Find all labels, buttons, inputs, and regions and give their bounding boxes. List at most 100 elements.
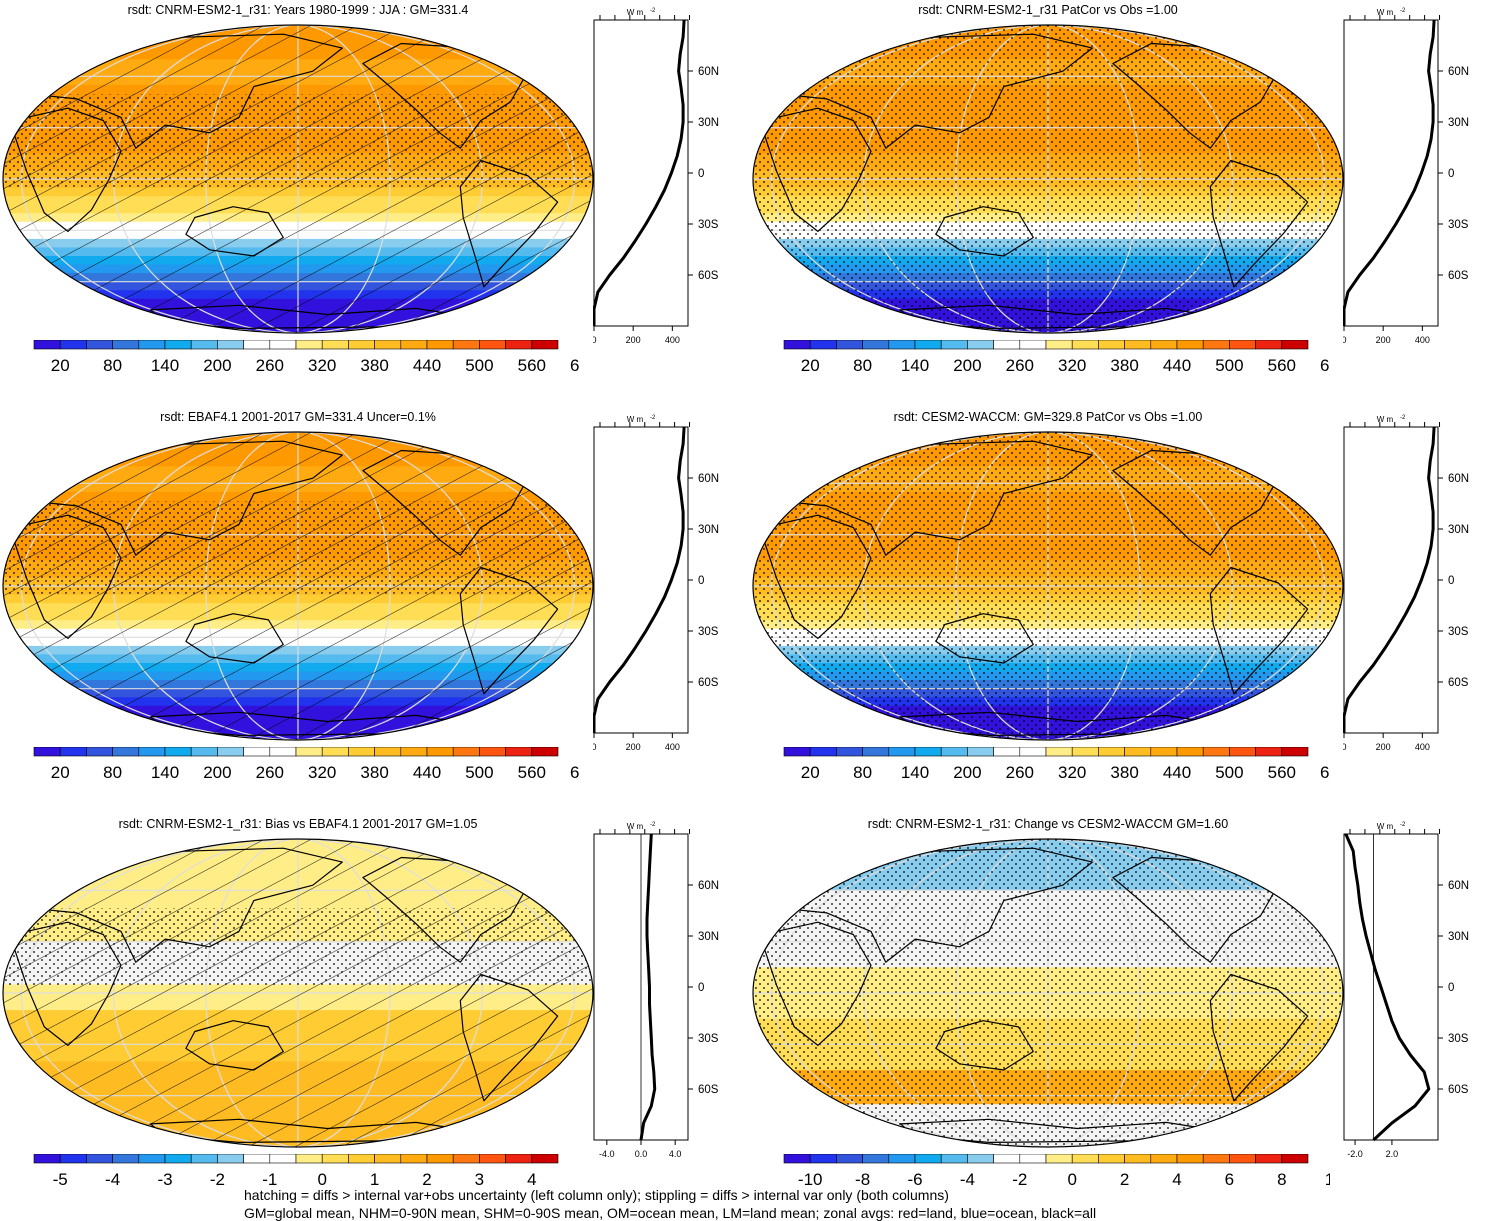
zonal-mean-plot: W m -2 60N 30N 0 30S 60S 0 200 400 <box>593 8 719 345</box>
colorbar-swatch <box>400 340 428 350</box>
colorbar-tick-label: 80 <box>103 763 122 782</box>
colorbar-swatch <box>190 340 218 350</box>
coastline <box>31 33 343 149</box>
map-plot <box>752 431 1344 741</box>
colorbar-swatch <box>993 1154 1021 1164</box>
colorbar-swatch <box>269 1154 297 1164</box>
zonal-mean-plot: W m -2 60N 30N 0 30S 60S 0 200 400 <box>593 415 719 752</box>
colorbar-swatch <box>426 747 454 757</box>
colorbar-swatch <box>505 747 533 757</box>
colorbar-swatch <box>967 1154 994 1164</box>
map-plot <box>2 24 594 334</box>
lat-tick-label: 30S <box>698 1033 719 1045</box>
colorbar-swatch <box>1045 1154 1073 1164</box>
lat-tick-label: 60S <box>698 677 719 689</box>
lat-tick-label: 60N <box>698 880 719 892</box>
colorbar-swatch <box>112 1154 140 1164</box>
colorbar-tick-label: 260 <box>256 356 284 375</box>
panel-title: rsdt: CNRM-ESM2-1_r31: Years 1980-1999 :… <box>127 3 469 17</box>
lat-tick-label: 0 <box>698 982 704 994</box>
coastline <box>781 847 1093 963</box>
zonal-x-tick-label: 200 <box>626 742 641 752</box>
colorbar: 20 80 140 200 260 320 380 440 500 560 620 <box>33 747 580 782</box>
lat-tick-label: 60S <box>698 270 719 282</box>
colorbar-tick-label: 80 <box>103 356 122 375</box>
lat-tick-label: 0 <box>1448 168 1454 180</box>
colorbar-tick-label: 500 <box>465 763 493 782</box>
zonal-x-tick-label: 200 <box>1376 335 1391 345</box>
footer-line-1: hatching = diffs > internal var+obs unce… <box>244 1187 949 1203</box>
colorbar-tick-label: 380 <box>360 763 388 782</box>
colorbar-swatch <box>914 747 942 757</box>
lat-tick-label: 60N <box>1448 66 1469 78</box>
zonal-x-tick-label: -2.0 <box>1347 1149 1363 1159</box>
colorbar-tick-label: 140 <box>151 763 179 782</box>
colorbar-swatch <box>1202 340 1230 350</box>
panel-1: rsdt: CNRM-ESM2-1_r31: Years 1980-1999 :… <box>0 0 735 400</box>
colorbar-swatch <box>1202 747 1230 757</box>
colorbar-swatch <box>1045 747 1073 757</box>
colorbar-swatch <box>190 747 218 757</box>
colorbar: 20 80 140 200 260 320 380 440 500 560 620 <box>783 747 1330 782</box>
lat-tick-label: 30N <box>1448 931 1469 943</box>
colorbar-tick-label: 380 <box>1110 763 1138 782</box>
zonal-mean-plot: W m -2 60N 30N 0 30S 60S -2.0 2.0 <box>1343 822 1469 1159</box>
colorbar-tick-label: 320 <box>1058 356 1086 375</box>
panel-2: rsdt: CNRM-ESM2-1_r31 PatCor vs Obs =1.0… <box>750 0 1485 400</box>
colorbar-swatch <box>348 1154 375 1164</box>
colorbar-swatch <box>1150 1154 1178 1164</box>
zonal-mean-plot: W m -2 60N 30N 0 30S 60S 0 200 400 <box>1343 415 1469 752</box>
zonal-units-exponent: -2 <box>650 8 656 14</box>
colorbar-swatch <box>1124 1154 1152 1164</box>
colorbar-swatch <box>914 1154 942 1164</box>
colorbar-swatch <box>836 747 863 757</box>
colorbar-swatch <box>321 340 349 350</box>
colorbar-swatch <box>505 1154 533 1164</box>
lat-tick-label: 0 <box>698 168 704 180</box>
zonal-x-tick-label: 0.0 <box>635 1149 648 1159</box>
lat-tick-label: 30N <box>698 117 719 129</box>
colorbar-tick-label: -8 <box>855 1170 870 1189</box>
colorbar-swatch <box>862 1154 890 1164</box>
colorbar-swatch <box>295 1154 323 1164</box>
colorbar-swatch <box>164 747 192 757</box>
colorbar-tick-label: 5 <box>579 1170 580 1189</box>
colorbar-swatch <box>33 340 61 350</box>
colorbar-tick-label: 20 <box>51 356 70 375</box>
panel-title: rsdt: CNRM-ESM2-1_r31: Bias vs EBAF4.1 2… <box>118 817 478 831</box>
zonal-x-tick-label: 0 <box>593 335 597 345</box>
colorbar-tick-label: 260 <box>1006 356 1034 375</box>
colorbar-swatch <box>86 1154 113 1164</box>
zonal-mean-line <box>1343 426 1436 733</box>
colorbar-swatch <box>1019 1154 1047 1164</box>
colorbar-tick-label: 500 <box>1215 356 1243 375</box>
coastline <box>185 1020 284 1071</box>
colorbar-swatch <box>112 340 140 350</box>
colorbar-tick-label: 440 <box>1163 763 1191 782</box>
zonal-units-exponent: -2 <box>650 822 656 828</box>
colorbar-swatch <box>1281 1154 1309 1164</box>
footer-line-2: GM=global mean, NHM=0-90N mean, SHM=0-90… <box>244 1205 1097 1221</box>
colorbar-swatch <box>1150 747 1178 757</box>
colorbar-swatch <box>374 747 402 757</box>
colorbar-swatch <box>967 340 994 350</box>
colorbar-tick-label: 500 <box>1215 763 1243 782</box>
lat-tick-label: 30N <box>1448 117 1469 129</box>
colorbar-swatch <box>940 340 968 350</box>
colorbar-swatch <box>1071 747 1099 757</box>
zonal-x-tick-label: 200 <box>1376 742 1391 752</box>
coastline <box>185 613 284 664</box>
coastline <box>459 159 559 288</box>
colorbar-swatch <box>531 340 559 350</box>
lat-tick-label: 0 <box>1448 982 1454 994</box>
lat-tick-label: 60S <box>1448 677 1469 689</box>
lat-tick-label: 30S <box>1448 219 1469 231</box>
colorbar-swatch <box>1255 340 1283 350</box>
zonal-x-tick-label: 2.0 <box>1386 1149 1399 1159</box>
colorbar-tick-label: 320 <box>1058 763 1086 782</box>
zonal-x-tick-label: 4.0 <box>669 1149 682 1159</box>
coastline <box>1209 566 1309 695</box>
colorbar-swatch <box>809 1154 837 1164</box>
colorbar-tick-label: -3 <box>157 1170 172 1189</box>
colorbar-swatch <box>86 340 113 350</box>
